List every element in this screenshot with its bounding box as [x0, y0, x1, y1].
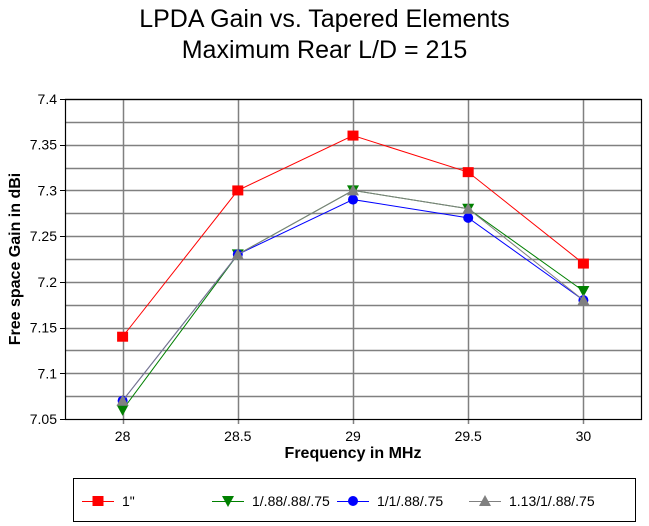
- chart-title-line-2: Maximum Rear L/D = 215: [181, 36, 468, 64]
- data-point: [347, 130, 359, 141]
- legend-swatch: [469, 495, 501, 506]
- y-tick-label: 7.4: [38, 91, 58, 107]
- x-tick-label: 29.5: [455, 428, 482, 444]
- legend-marker: [92, 496, 104, 506]
- chart-title: LPDA Gain vs. Tapered Elements Maximum R…: [0, 4, 649, 66]
- data-point: [232, 185, 244, 196]
- axes: [60, 98, 643, 421]
- y-tick-label: 7.25: [30, 228, 57, 244]
- data-point: [577, 258, 589, 269]
- legend-item: 1.13/1/.88/.75: [469, 479, 595, 523]
- data-point: [462, 167, 474, 178]
- plot-frame: [64, 98, 643, 421]
- legend-marker: [222, 496, 234, 507]
- y-tick-label: 7.05: [30, 411, 57, 427]
- data-point: [577, 294, 590, 306]
- chart-plot: 7.05 7.1 7.15 7.2 7.25 7.3 7.35 7.4 28 28.5 29 29.…: [7, 91, 643, 462]
- legend-swatch: [337, 496, 369, 506]
- legend: 1" 1/.88/.88/.75 1/1/.88/.75 1.13/1/.88/.75: [73, 478, 636, 522]
- legend-item: 1": [82, 479, 135, 523]
- x-tick-label: 30: [576, 428, 592, 444]
- y-axis-label: Free space Gain in dBi: [7, 173, 24, 346]
- data-point: [231, 248, 244, 260]
- legend-label: 1": [122, 493, 135, 509]
- legend-swatch: [82, 496, 114, 506]
- y-tick-label: 7.15: [30, 320, 57, 336]
- data-point: [116, 404, 129, 416]
- gridlines: [65, 98, 641, 424]
- x-axis-label: Frequency in MHz: [285, 445, 422, 462]
- chart-title-line-1: LPDA Gain vs. Tapered Elements: [139, 5, 510, 33]
- legend-label: 1/.88/.88/.75: [252, 493, 330, 509]
- data-point: [463, 212, 474, 223]
- y-tick-label: 7.35: [30, 137, 57, 153]
- data-point: [117, 331, 129, 342]
- legend-marker: [348, 496, 358, 506]
- y-tick-label: 7.3: [38, 182, 58, 198]
- legend-label: 1/1/.88/.75: [377, 493, 444, 509]
- data-point: [462, 202, 475, 214]
- data-point: [577, 286, 590, 297]
- series-0: [117, 130, 589, 342]
- y-tick-labels: 7.05 7.1 7.15 7.2 7.25 7.3 7.35 7.4: [30, 91, 57, 427]
- series-3: [116, 184, 590, 406]
- y-tick-label: 7.2: [38, 274, 58, 290]
- x-tick-label: 29: [345, 428, 361, 444]
- legend-swatch: [212, 496, 244, 507]
- legend-item: 1/1/.88/.75: [337, 479, 443, 523]
- legend-item: 1/.88/.88/.75: [212, 479, 330, 523]
- y-tick-label: 7.1: [38, 365, 58, 381]
- legend-marker: [479, 495, 491, 506]
- data-point: [116, 394, 129, 406]
- legend-label: 1.13/1/.88/.75: [509, 493, 595, 509]
- x-tick-label: 28: [115, 428, 131, 444]
- data-point: [348, 194, 358, 205]
- data-point: [347, 184, 359, 196]
- series-lines: [116, 130, 590, 416]
- x-tick-label: 28.5: [224, 428, 251, 444]
- x-tick-labels: 28 28.5 29 29.5 30: [115, 428, 592, 444]
